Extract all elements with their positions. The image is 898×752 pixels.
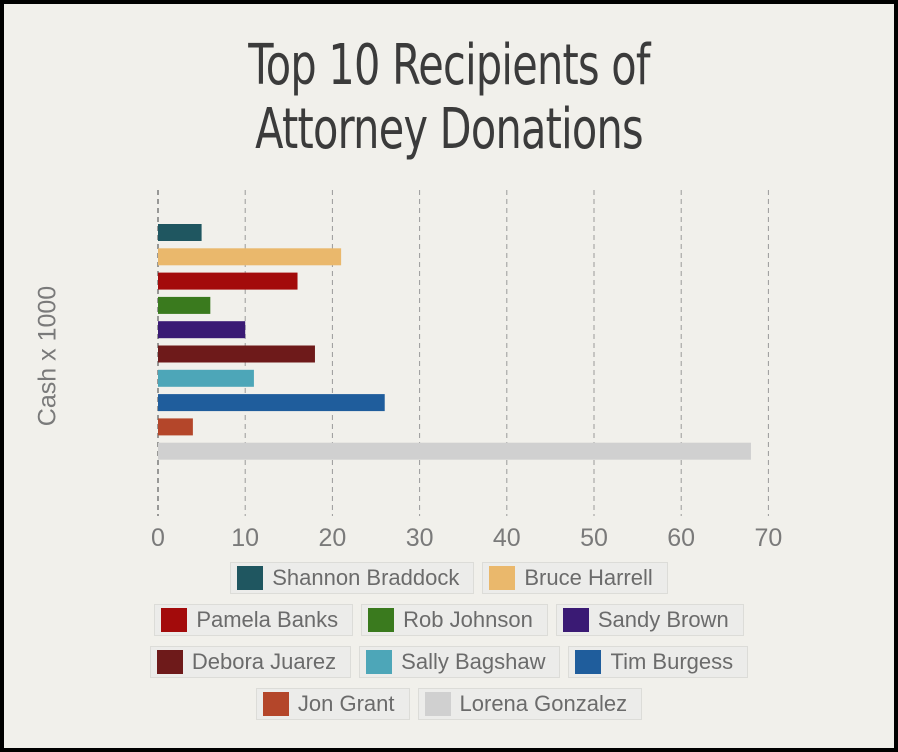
bar-jon-grant (158, 418, 193, 436)
legend-item-sally-bagshaw[interactable]: Sally Bagshaw (359, 646, 561, 678)
bar-tim-burgess (158, 394, 385, 412)
legend-swatch (368, 608, 395, 632)
legend-label: Sally Bagshaw (401, 649, 546, 674)
x-tick-label-50: 50 (580, 524, 608, 552)
bar-shannon-braddock (158, 224, 202, 241)
bar-lorena-gonzalez (158, 442, 751, 460)
legend-label: Rob Johnson (403, 607, 533, 632)
legend-swatch (156, 650, 183, 674)
x-tick-label-40: 40 (493, 524, 521, 552)
legend-label: Jon Grant (297, 691, 395, 716)
x-tick-label-10: 10 (231, 524, 259, 552)
x-tick-label-0: 0 (151, 524, 165, 552)
bar-debora-juarez (158, 345, 315, 363)
legend-swatch (161, 608, 188, 632)
legend-label: Lorena Gonzalez (459, 691, 628, 716)
x-tick-label-60: 60 (667, 524, 695, 552)
legend-swatch (562, 608, 589, 632)
legend-item-lorena-gonzalez[interactable]: Lorena Gonzalez (417, 688, 643, 720)
legend-swatch (424, 692, 451, 716)
x-tick-label-70: 70 (754, 524, 782, 552)
bar-chart: 0 10 20 30 40 50 60 70 (151, 190, 782, 552)
bar-sandy-brown (158, 321, 246, 339)
legend: Shannon Braddock Bruce Harrell Pamela Bank… (4, 562, 894, 730)
legend-label: Bruce Harrell (524, 565, 653, 590)
legend-item-jon-grant[interactable]: Jon Grant (255, 688, 410, 720)
legend-label: Pamela Banks (196, 607, 339, 632)
legend-label: Shannon Braddock (272, 565, 460, 590)
bar-rob-johnson (158, 296, 211, 314)
legend-swatch (262, 692, 289, 716)
x-tick-label-20: 20 (318, 524, 346, 552)
chart-title-line-1: Top 10 Recipients of (248, 33, 650, 98)
legend-row: Pamela Banks Rob Johnson Sandy Brown (4, 604, 894, 638)
legend-swatch (489, 566, 516, 590)
legend-item-rob-johnson[interactable]: Rob Johnson (361, 604, 548, 636)
legend-label: Debora Juarez (191, 649, 337, 674)
bar-bruce-harrell (158, 248, 342, 266)
legend-item-debora-juarez[interactable]: Debora Juarez (149, 646, 352, 678)
chart-title: Top 10 Recipients of Attorney Donations (120, 34, 779, 162)
x-tick-label-30: 30 (406, 524, 434, 552)
legend-row: Jon Grant Lorena Gonzalez (4, 688, 894, 722)
legend-item-shannon-braddock[interactable]: Shannon Braddock (230, 562, 475, 594)
legend-label: Tim Burgess (610, 649, 734, 674)
legend-row: Debora Juarez Sally Bagshaw Tim Burgess (4, 646, 894, 680)
chart-frame: Top 10 Recipients of Attorney Donations … (4, 4, 894, 748)
bar-sally-bagshaw (158, 369, 254, 387)
chart-title-line-2: Attorney Donations (255, 97, 644, 162)
legend-swatch (575, 650, 602, 674)
legend-item-bruce-harrell[interactable]: Bruce Harrell (482, 562, 668, 594)
legend-item-tim-burgess[interactable]: Tim Burgess (568, 646, 749, 678)
legend-swatch (366, 650, 393, 674)
legend-swatch (237, 566, 264, 590)
bar-pamela-banks (158, 272, 298, 290)
legend-item-pamela-banks[interactable]: Pamela Banks (154, 604, 354, 636)
legend-label: Sandy Brown (597, 607, 729, 632)
legend-row: Shannon Braddock Bruce Harrell (4, 562, 894, 596)
legend-item-sandy-brown[interactable]: Sandy Brown (555, 604, 744, 636)
